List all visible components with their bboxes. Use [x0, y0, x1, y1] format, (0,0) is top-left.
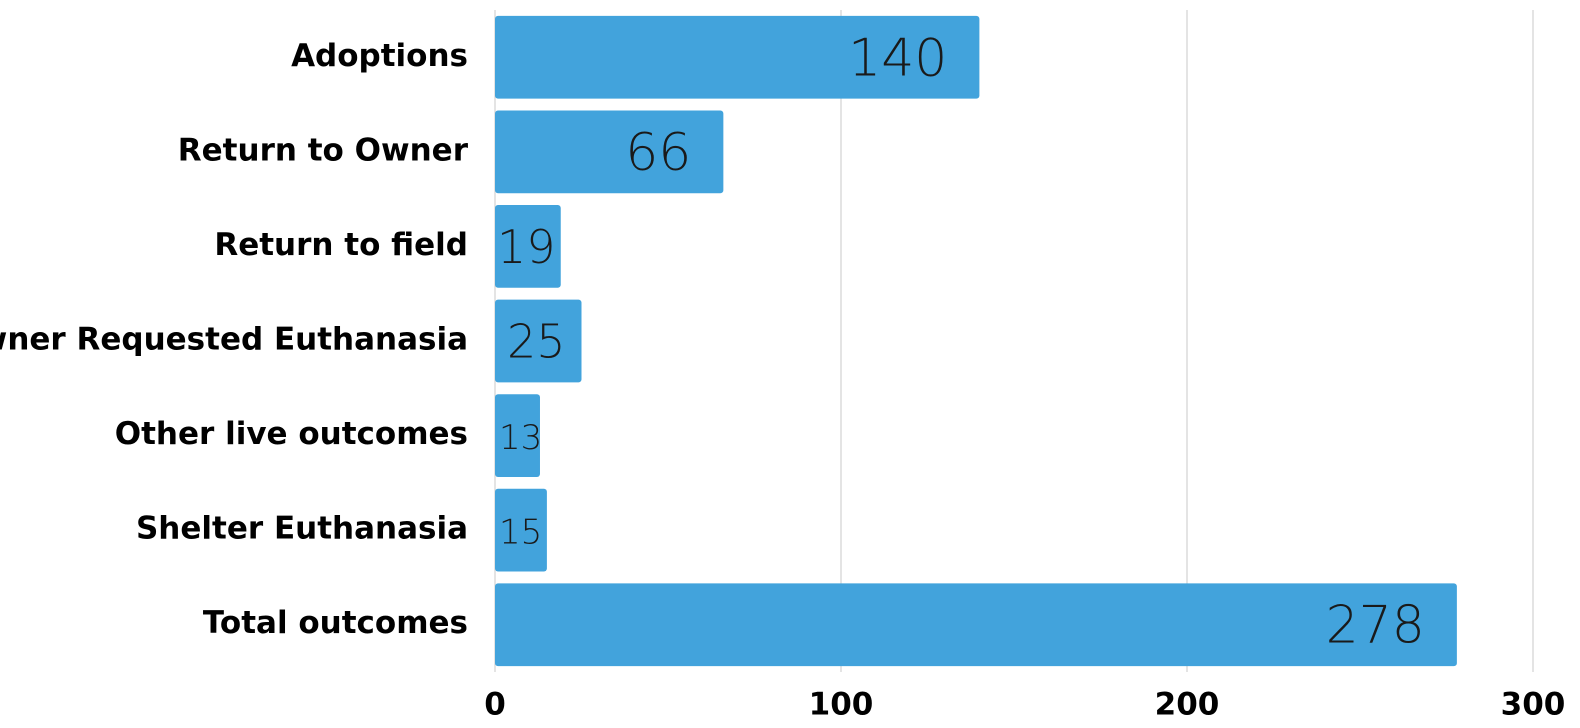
value-label: 278 [1326, 596, 1425, 656]
bar [495, 583, 1457, 667]
y-tick-label: Return to Owner [178, 132, 469, 168]
bar [495, 15, 980, 99]
x-tick-label: 200 [1155, 687, 1220, 723]
y-tick-label: Return to field [214, 227, 468, 263]
x-tick-label: 100 [809, 687, 874, 723]
x-tick-label: 300 [1501, 687, 1566, 723]
y-tick-label: Adoptions [291, 38, 468, 74]
bar [495, 488, 547, 572]
value-label: 13 [499, 418, 542, 458]
bar [495, 394, 540, 477]
y-tick-label: Other live outcomes [115, 416, 468, 452]
y-tick-label: Shelter Euthanasia [136, 511, 468, 547]
bar [495, 299, 582, 383]
value-label: 15 [499, 513, 542, 553]
bar [495, 205, 561, 288]
bar [495, 110, 724, 194]
y-tick-label: Total outcomes [203, 605, 468, 641]
value-label: 25 [507, 315, 566, 369]
x-tick-label: 0 [484, 687, 506, 723]
y-tick-label: Owner Requested Euthanasia [0, 322, 468, 358]
value-label: 140 [848, 28, 947, 88]
value-label: 19 [497, 220, 556, 274]
value-label: 66 [625, 123, 691, 183]
